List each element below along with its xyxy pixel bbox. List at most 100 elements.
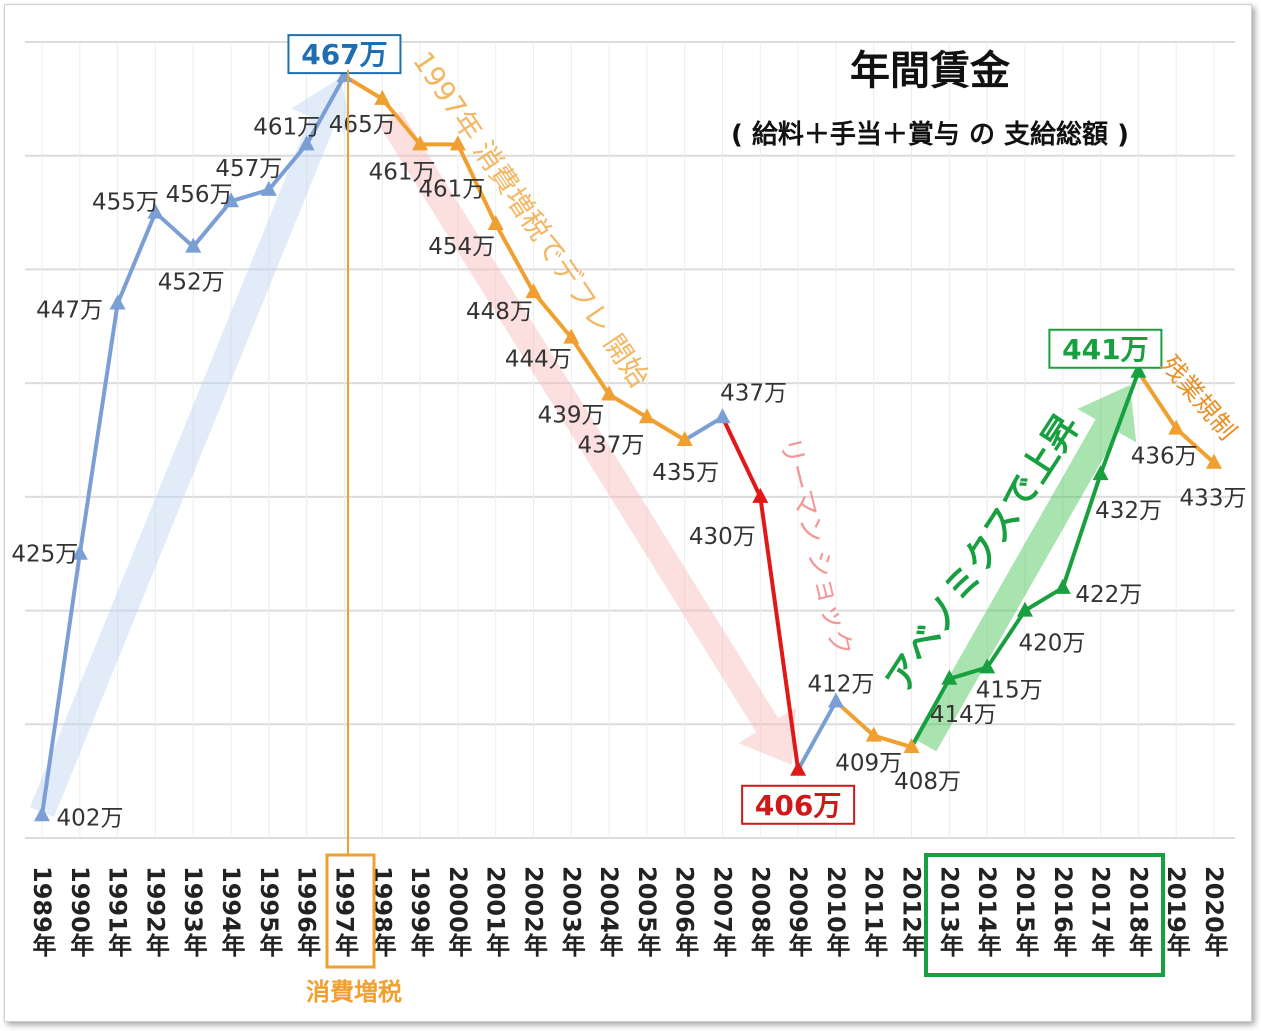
data-label: 420万 — [1019, 631, 1086, 657]
data-label: 436万 — [1131, 444, 1198, 470]
series-segment — [909, 677, 952, 748]
x-tick-label: 2018年 — [1124, 866, 1152, 957]
x-tick-label: 2000年 — [444, 866, 472, 957]
highlight-box — [1048, 328, 1163, 369]
x-tick-label: 1997年 — [330, 866, 358, 957]
x-tick-label: 2014年 — [973, 866, 1001, 957]
series-segment — [77, 303, 120, 555]
data-marker — [1168, 419, 1185, 435]
rise-trend-arrow — [29, 78, 354, 817]
data-marker — [638, 408, 655, 424]
deflation-trend-arrow — [378, 111, 797, 766]
data-marker — [34, 806, 50, 822]
data-label: 433万 — [1180, 486, 1247, 512]
data-label: 461万 — [369, 159, 436, 185]
gridlines — [25, 41, 1235, 839]
highlight-box — [287, 34, 402, 75]
data-label: 425万 — [11, 542, 78, 568]
series-segment — [304, 75, 347, 146]
x-tick-labels: 1989年 1990年 1991年 1992年 1993年 1994年 1995年 1996年… — [28, 866, 1228, 957]
x-tick-label: 1996年 — [293, 866, 321, 957]
series-segment — [493, 222, 536, 294]
data-label: 409万 — [835, 751, 902, 777]
data-marker — [487, 214, 504, 230]
x-tick-label: 2006年 — [671, 866, 699, 957]
chart-title: 年間賃金 — [850, 48, 1011, 94]
trend-arrows — [29, 78, 1137, 817]
data-marker — [374, 89, 391, 105]
series-segment — [40, 553, 82, 816]
x-tick-label: 2020年 — [1200, 866, 1228, 957]
data-marker — [1092, 465, 1109, 481]
series-segment — [796, 700, 838, 771]
data-marker — [449, 135, 466, 151]
x-tick-label: 1994年 — [217, 866, 245, 957]
x-tick-label: 2005年 — [633, 866, 661, 957]
x-tick-label: 1991年 — [104, 866, 132, 957]
data-marker — [790, 760, 807, 776]
data-label: 456万 — [166, 182, 233, 208]
data-marker — [525, 283, 542, 299]
highlight-box — [741, 784, 856, 825]
data-label: 448万 — [466, 299, 533, 325]
x-tick-label: 2009年 — [784, 866, 812, 957]
data-marker — [865, 726, 882, 742]
series-segment — [873, 733, 913, 749]
series-segment — [115, 211, 158, 305]
data-marker — [601, 385, 618, 401]
x-tick-label: 2002年 — [519, 866, 547, 957]
data-label: 461万 — [418, 176, 485, 202]
x-tick-label: 1999年 — [406, 866, 434, 957]
series-segment — [1098, 371, 1141, 475]
x-tick-label: 2017年 — [1087, 866, 1115, 957]
data-label: 457万 — [215, 156, 282, 182]
data-marker — [412, 135, 429, 151]
x-tick-label: 2015年 — [1011, 866, 1039, 957]
abenomics-years-box — [924, 853, 1165, 977]
data-label: 435万 — [652, 460, 719, 486]
data-label: 415万 — [976, 677, 1043, 703]
data-marker — [260, 180, 277, 196]
data-marker — [903, 738, 920, 754]
series-segment — [531, 290, 573, 339]
annotation-lehman: リーマン ショック — [773, 434, 857, 659]
data-marker — [563, 328, 580, 344]
x-tick-label: 2016年 — [1049, 866, 1077, 957]
series-segment — [569, 336, 611, 396]
series-segment — [1060, 473, 1103, 589]
data-marker — [1016, 601, 1033, 617]
data-label: 454万 — [428, 234, 495, 260]
data-marker — [1054, 578, 1071, 594]
x-tick-label: 2011年 — [860, 866, 888, 957]
data-label: 412万 — [807, 672, 874, 698]
data-label: 437万 — [577, 432, 644, 458]
data-label: 402万 — [57, 805, 124, 831]
data-label: 437万 — [720, 380, 787, 406]
series-segment — [456, 143, 498, 225]
data-marker — [1130, 362, 1147, 378]
annotation-tax-hike: 消費増税 — [306, 978, 402, 1006]
x-tick-label: 1989年 — [28, 866, 56, 957]
series-segment — [758, 496, 801, 771]
data-label: 452万 — [158, 270, 225, 296]
data-label: 414万 — [930, 702, 997, 728]
series-segment — [191, 199, 233, 248]
series-segment — [948, 665, 988, 681]
x-tick-label: 1995年 — [255, 866, 283, 957]
data-label: 444万 — [505, 347, 572, 373]
x-tick-label: 1993年 — [179, 866, 207, 957]
x-tick-label: 1992年 — [141, 866, 169, 957]
x-tick-label: 2013年 — [935, 866, 963, 957]
x-tick-label: 2012年 — [898, 866, 926, 957]
series-segment — [720, 416, 763, 498]
data-marker — [109, 294, 126, 310]
data-label: 465万 — [329, 112, 396, 138]
x-tick-label: 2008年 — [746, 866, 774, 957]
x-tick-label: 1990年 — [66, 866, 94, 957]
x-tick-label: 2019年 — [1162, 866, 1190, 957]
series-segment — [267, 143, 309, 192]
highlight-label: 406万 — [755, 789, 841, 822]
x-tick-label: 2001年 — [482, 866, 510, 957]
